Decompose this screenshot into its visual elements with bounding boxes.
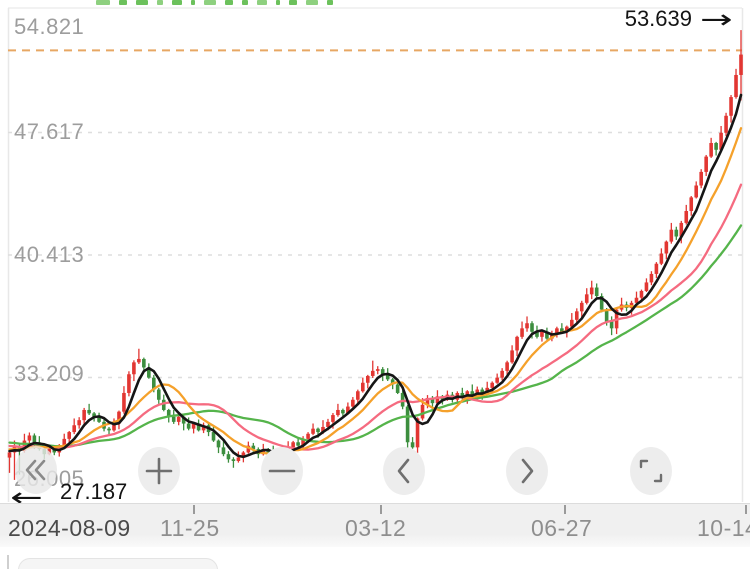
panel-divider — [7, 555, 9, 569]
x-axis-label: 11-25 — [160, 515, 220, 541]
expand-icon — [639, 459, 663, 483]
minus-icon — [268, 469, 296, 473]
chevron-right-icon — [521, 458, 534, 484]
double-chevron-left-icon — [25, 459, 46, 481]
legend-fragment — [136, 0, 148, 5]
legend-fragment — [191, 0, 195, 5]
legend-fragment — [289, 0, 297, 5]
y-axis-label: 33.209 — [14, 361, 85, 386]
legend-fragment — [204, 0, 216, 5]
x-axis-label: 2024-08-09 — [8, 515, 131, 541]
right-arrow-icon: → — [700, 5, 733, 35]
pan-right-button[interactable] — [506, 447, 548, 495]
fullscreen-button[interactable] — [630, 447, 672, 495]
legend-fragment — [172, 0, 182, 5]
low-price-marker: 27.187 — [60, 479, 128, 504]
clipped-ma-legend-sliver — [96, 0, 333, 5]
axis-tick — [193, 505, 195, 514]
time-axis[interactable]: 2024-08-09 11-25 03-12 06-27 10-14 — [0, 503, 750, 547]
axis-tick — [564, 505, 566, 514]
legend-fragment — [306, 0, 318, 5]
clipped-bottom-card — [18, 558, 218, 569]
legend-fragment — [96, 0, 110, 5]
zoom-in-button[interactable] — [138, 447, 180, 495]
x-axis-label: 06-27 — [531, 515, 593, 541]
x-axis-label: 10-14 — [697, 515, 750, 541]
axis-tick — [745, 505, 747, 514]
chevron-left-icon — [397, 458, 410, 484]
pan-left-button[interactable] — [383, 447, 425, 495]
legend-fragment — [119, 0, 127, 5]
zoom-out-button[interactable] — [261, 447, 303, 495]
legend-fragment — [242, 0, 248, 5]
x-axis-label: 03-12 — [345, 515, 407, 541]
y-axis-label: 40.413 — [14, 242, 85, 267]
axis-tick — [380, 505, 382, 514]
y-axis-label: 47.617 — [14, 119, 85, 144]
rewind-button[interactable] — [15, 446, 57, 494]
legend-fragment — [225, 0, 233, 5]
legend-fragment — [327, 0, 333, 5]
legend-fragment — [257, 0, 267, 5]
legend-fragment — [157, 0, 163, 5]
y-axis-label: 54.821 — [14, 14, 85, 39]
legend-fragment — [276, 0, 280, 5]
candlestick-chart[interactable] — [0, 0, 750, 503]
plus-icon — [145, 457, 173, 485]
high-price-marker: 53.639 — [624, 6, 692, 31]
